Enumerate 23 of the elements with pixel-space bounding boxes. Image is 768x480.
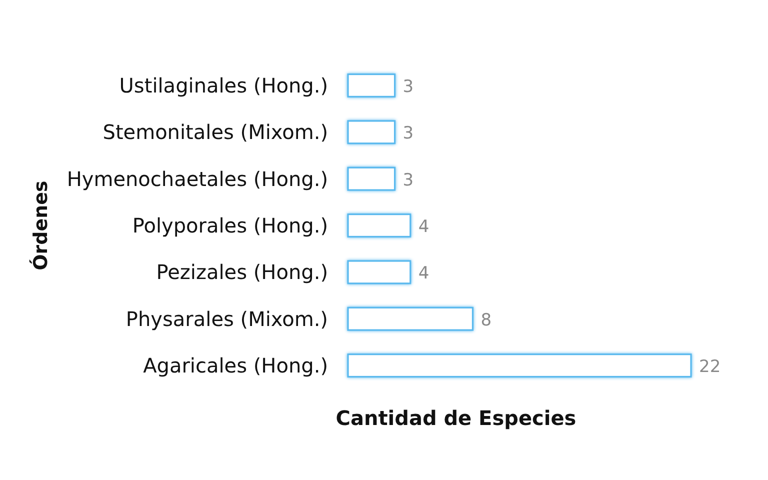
bar — [347, 73, 396, 98]
y-tick-label: Stemonitales (Mixom.) — [102, 120, 328, 144]
bar — [347, 306, 474, 331]
data-label: 8 — [480, 310, 492, 330]
data-label: 4 — [418, 264, 430, 284]
bar — [347, 120, 396, 144]
bar — [347, 166, 396, 191]
y-tick-label: Agaricales (Hong.) — [143, 354, 328, 378]
y-tick-label: Ustilaginales (Hong.) — [119, 73, 328, 98]
y-tick-label: Polyporales (Hong.) — [132, 214, 328, 238]
y-axis-title: Órdenes — [29, 180, 52, 270]
y-tick-label: Pezizales (Hong.) — [156, 260, 328, 284]
y-tick-label: Hymenochaetales (Hong.) — [66, 166, 328, 191]
data-label: 22 — [699, 356, 721, 377]
bar — [347, 354, 692, 378]
data-label: 4 — [418, 216, 430, 237]
bar — [347, 260, 412, 284]
data-label: 3 — [402, 124, 414, 144]
bar — [347, 214, 412, 238]
data-label: 3 — [402, 170, 414, 190]
y-tick-label: Physarales (Mixom.) — [126, 306, 328, 331]
data-label: 3 — [402, 76, 414, 97]
x-axis-title: Cantidad de Especies — [336, 406, 576, 430]
